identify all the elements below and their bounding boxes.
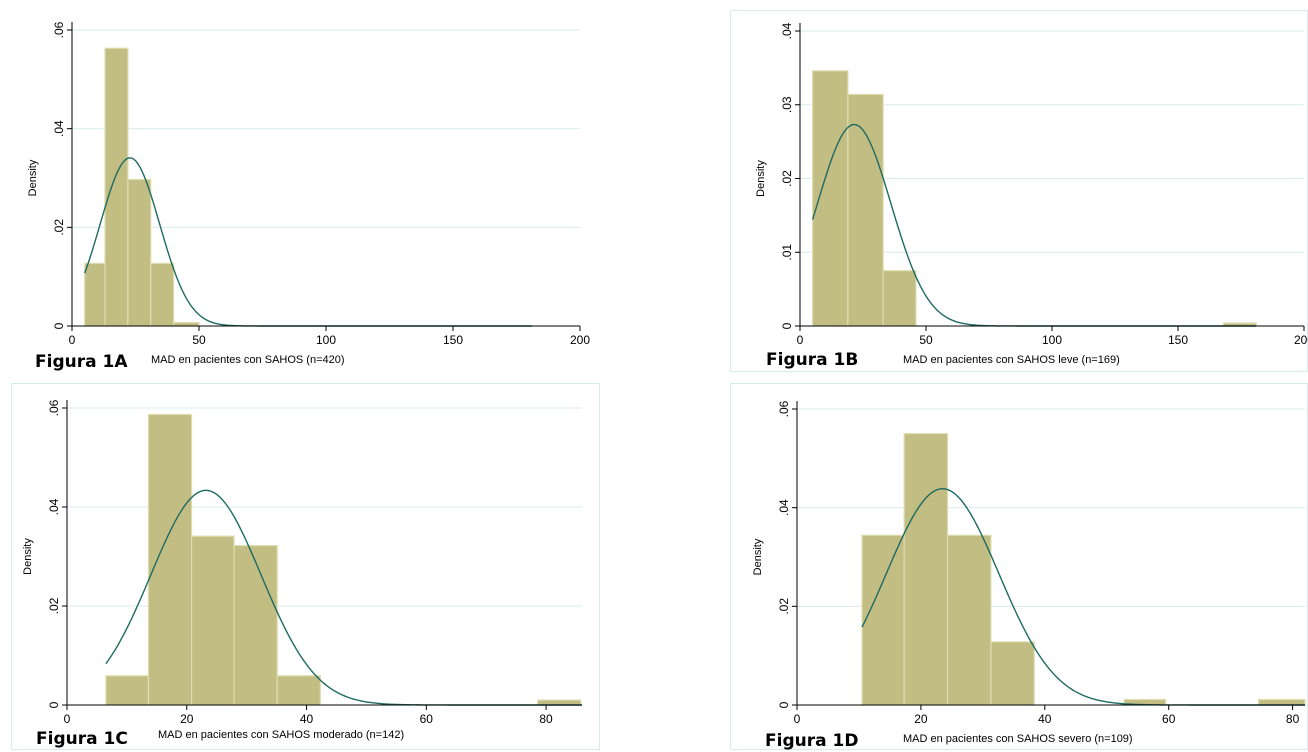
x-tick-label: 150 [443, 333, 463, 347]
x-axis-title-1a: MAD en pacientes con SAHOS (n=420) [151, 354, 345, 366]
y-tick-label: .03 [780, 96, 794, 113]
histogram-bar [233, 545, 278, 706]
x-tick-label: 50 [919, 333, 933, 347]
histogram-bar [1257, 698, 1306, 706]
histogram-bar [861, 534, 905, 706]
histogram-1b: 0 50 100 150 200 0 .01 .02 .03 .04 Density [730, 10, 1308, 372]
y-tick-label: 0 [52, 322, 66, 329]
x-tick-label: 50 [192, 333, 206, 347]
histogram-bar [537, 699, 582, 706]
panel-frame [11, 383, 600, 750]
x-tick-label: 100 [1042, 333, 1062, 347]
figure-label-1b: Figura 1B [766, 350, 859, 370]
x-tick-label: 0 [797, 333, 804, 347]
figure-label-1a: Figura 1A [35, 352, 128, 372]
histogram-bar [173, 321, 200, 327]
x-tick-label: 80 [539, 712, 553, 726]
histogram-bar [946, 534, 992, 706]
y-axis-title: Density [22, 538, 34, 575]
x-tick-label: 60 [1162, 712, 1176, 726]
histogram-1c: 0 20 40 60 80 0 .02 .04 .06 Density [11, 383, 600, 750]
histogram-bar [811, 70, 849, 327]
y-tick-label: .04 [777, 499, 791, 516]
y-tick-label: 0 [777, 701, 791, 708]
x-tick-label: 60 [420, 712, 434, 726]
histogram-bar [903, 433, 949, 706]
chart-panel-1b: 0 50 100 150 200 0 .01 .02 .03 .04 Density Figura … [730, 0, 1308, 382]
y-axis-title: Density [27, 159, 39, 196]
y-axis-title: Density [752, 538, 764, 575]
y-tick-label: .04 [47, 498, 61, 515]
histogram-bar [882, 270, 917, 327]
x-tick-label: 200 [570, 333, 590, 347]
figure-label-1d: Figura 1D [765, 731, 859, 751]
y-tick-label: .02 [777, 598, 791, 615]
chart-panel-1d: 0 20 40 60 80 0 .02 .04 .06 Density Figura 1D MAD… [730, 383, 1308, 752]
x-tick-label: 150 [1168, 333, 1188, 347]
histogram-bar [276, 675, 321, 706]
x-axis-title-1b: MAD en pacientes con SAHOS leve (n=169) [903, 354, 1120, 366]
y-tick-label: 0 [780, 322, 794, 329]
y-tick-label: .04 [780, 22, 794, 39]
histogram-1d: 0 20 40 60 80 0 .02 .04 .06 Density [730, 383, 1308, 750]
histogram-bar [84, 262, 106, 327]
x-axis-title-1c: MAD en pacientes con SAHOS moderado (n=1… [158, 729, 405, 741]
y-tick-label: .04 [52, 120, 66, 137]
x-tick-label: 100 [316, 333, 336, 347]
figure-label-1c: Figura 1C [36, 729, 128, 749]
x-tick-label: 20 [914, 712, 928, 726]
histogram-bar [105, 675, 150, 706]
y-tick-label: .02 [47, 597, 61, 614]
y-tick-label: .06 [52, 21, 66, 38]
y-tick-label: .06 [777, 400, 791, 417]
histogram-bar [990, 641, 1035, 706]
chart-panel-1a: 0 50 100 150 200 0.02.04.06 Density Figura 1A … [0, 0, 600, 382]
y-axis-title: Density [755, 160, 767, 197]
histogram-bar [127, 178, 152, 327]
histogram-bar [150, 262, 175, 327]
histogram-bar [847, 93, 884, 327]
y-tick-label: .06 [47, 399, 61, 416]
x-tick-label: 0 [69, 333, 76, 347]
histogram-bar [104, 47, 129, 327]
y-tick-label: .02 [780, 170, 794, 187]
y-tick-label: .01 [780, 244, 794, 261]
x-axis-title-1d: MAD en pacientes con SAHOS severo (n=109… [903, 733, 1133, 745]
histogram-1a: 0 50 100 150 200 0 .02 .04 .06 Density [27, 21, 590, 347]
y-tick-label: 0 [47, 701, 61, 708]
x-tick-label: 80 [1286, 712, 1300, 726]
x-tick-label: 40 [300, 712, 314, 726]
x-tick-label: 0 [794, 712, 801, 726]
x-tick-label: 0 [64, 712, 71, 726]
chart-panel-1c: 0 20 40 60 80 0 .02 .04 .06 Density Figura 1C MAD… [0, 383, 600, 752]
x-tick-label: 20 [180, 712, 194, 726]
x-tick-label: 40 [1038, 712, 1052, 726]
histogram-bar [190, 535, 235, 706]
histogram-bar [147, 413, 193, 706]
y-tick-label: .02 [52, 219, 66, 236]
x-tick-label: 200 [1294, 333, 1308, 347]
